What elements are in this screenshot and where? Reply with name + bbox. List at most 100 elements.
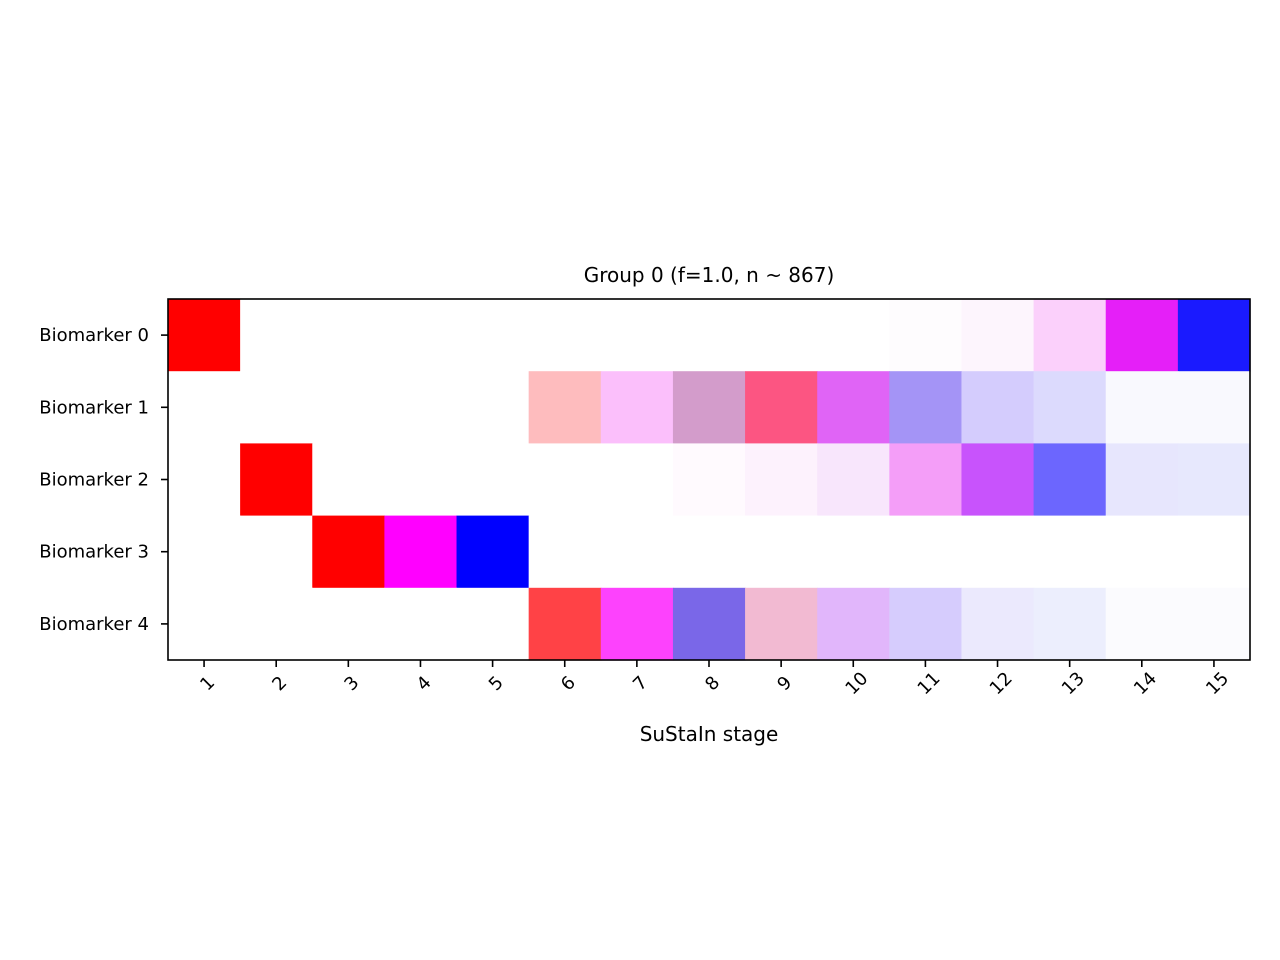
heatmap-cell — [528, 371, 602, 444]
heatmap-cell — [240, 443, 313, 517]
heatmap-cell — [384, 587, 458, 661]
heatmap-cell — [384, 443, 458, 517]
heatmap-cell — [456, 371, 530, 444]
heatmap-cell — [240, 587, 313, 661]
heatmap-cell — [817, 587, 890, 661]
heatmap-cell — [384, 515, 458, 589]
heatmap-cell — [1033, 443, 1107, 517]
heatmap-cell — [312, 371, 385, 444]
heatmap-cell — [384, 299, 458, 372]
heatmap-cell — [672, 587, 746, 661]
heatmap-cell — [456, 443, 530, 517]
heatmap-cell — [1177, 299, 1251, 372]
heatmap-cell — [168, 587, 241, 661]
heatmap-cell — [240, 299, 313, 372]
heatmap-cell — [1105, 299, 1179, 372]
heatmap-cell — [1105, 515, 1179, 589]
heatmap-cell — [456, 299, 530, 372]
heatmap-cell — [817, 515, 890, 589]
y-tick-label: Biomarker 0 — [39, 325, 149, 346]
heatmap-cell — [672, 371, 746, 444]
heatmap-cell — [1177, 371, 1251, 444]
heatmap-cell — [672, 515, 746, 589]
heatmap-cell — [961, 371, 1035, 444]
heatmap-cell — [600, 515, 674, 589]
heatmap-cell — [312, 443, 385, 517]
heatmap-cell — [1105, 587, 1179, 661]
chart-title: Group 0 (f=1.0, n ~ 867) — [584, 263, 835, 287]
heatmap-cell — [817, 443, 890, 517]
x-tick-label: 1 — [196, 672, 219, 695]
y-tick-label: Biomarker 3 — [39, 542, 149, 563]
heatmap-cell — [1105, 443, 1179, 517]
heatmap-cell — [817, 371, 890, 444]
x-tick-label: 8 — [701, 672, 724, 695]
x-tick-label: 2 — [268, 672, 291, 695]
heatmap-cell — [961, 443, 1035, 517]
heatmap-cell — [745, 587, 818, 661]
heatmap-cell — [168, 371, 241, 444]
x-tick-label: 13 — [1058, 668, 1089, 699]
x-tick-label: 14 — [1130, 668, 1161, 699]
heatmap-cell — [889, 443, 963, 517]
heatmap-cell — [1105, 371, 1179, 444]
y-axis: Biomarker 0 Biomarker 1 Biomarker 2 Biomark… — [39, 325, 168, 635]
heatmap-cell — [1033, 587, 1107, 661]
heatmap-cell — [384, 371, 458, 444]
heatmap-cell — [528, 587, 602, 661]
y-tick-label: Biomarker 2 — [39, 470, 149, 491]
heatmap-cell — [312, 515, 385, 589]
heatmap-cell — [672, 299, 746, 372]
y-tick-label: Biomarker 1 — [39, 397, 149, 418]
heatmap-cell — [168, 515, 241, 589]
heatmap-cell — [1033, 515, 1107, 589]
x-tick-label: 10 — [841, 668, 872, 699]
x-tick-label: 5 — [485, 672, 508, 695]
heatmap-cell — [1033, 371, 1107, 444]
x-tick-label: 12 — [986, 668, 1017, 699]
heatmap-cell — [889, 299, 963, 372]
heatmap-cell — [817, 299, 890, 372]
heatmap-cell — [456, 515, 530, 589]
heatmap-cell — [600, 587, 674, 661]
heatmap-cell — [528, 515, 602, 589]
heatmap-cell — [168, 299, 241, 372]
heatmap-cell — [312, 299, 385, 372]
heatmap-cell — [1033, 299, 1107, 372]
heatmap-cell — [456, 587, 530, 661]
heatmap-cell — [672, 443, 746, 517]
x-tick-label: 7 — [629, 672, 652, 695]
x-tick-label: 4 — [413, 672, 436, 695]
heatmap-cell — [745, 515, 818, 589]
heatmap-cell — [889, 515, 963, 589]
x-tick-label: 15 — [1202, 668, 1233, 699]
y-tick-label: Biomarker 4 — [39, 614, 149, 635]
heatmap-cell — [745, 443, 818, 517]
heatmap-cell — [889, 587, 963, 661]
heatmap-cell — [961, 299, 1035, 372]
heatmap-cell — [600, 299, 674, 372]
x-tick-label: 11 — [914, 668, 945, 699]
heatmap-cell — [312, 587, 385, 661]
heatmap-cell — [600, 371, 674, 444]
x-tick-label: 6 — [557, 672, 580, 695]
heatmap-cell — [889, 371, 963, 444]
heatmap-cell — [240, 371, 313, 444]
x-axis: 1 2 3 4 5 6 7 8 9 10 11 12 13 14 15 — [196, 660, 1233, 699]
heatmap-cell — [240, 515, 313, 589]
heatmap-cell — [1177, 587, 1251, 661]
heatmap-cell — [600, 443, 674, 517]
heatmap-cell — [961, 587, 1035, 661]
heatmap-cell — [1177, 443, 1251, 517]
heatmap-cell — [1177, 515, 1251, 589]
x-tick-label: 9 — [773, 672, 796, 695]
heatmap-cell — [168, 443, 241, 517]
heatmap-cell — [745, 371, 818, 444]
heatmap-cell — [528, 443, 602, 517]
heatmap-cell — [528, 299, 602, 372]
heatmap-cell — [745, 299, 818, 372]
x-tick-label: 3 — [341, 672, 364, 695]
x-axis-label: SuStaIn stage — [640, 722, 779, 746]
heatmap-cell — [961, 515, 1035, 589]
